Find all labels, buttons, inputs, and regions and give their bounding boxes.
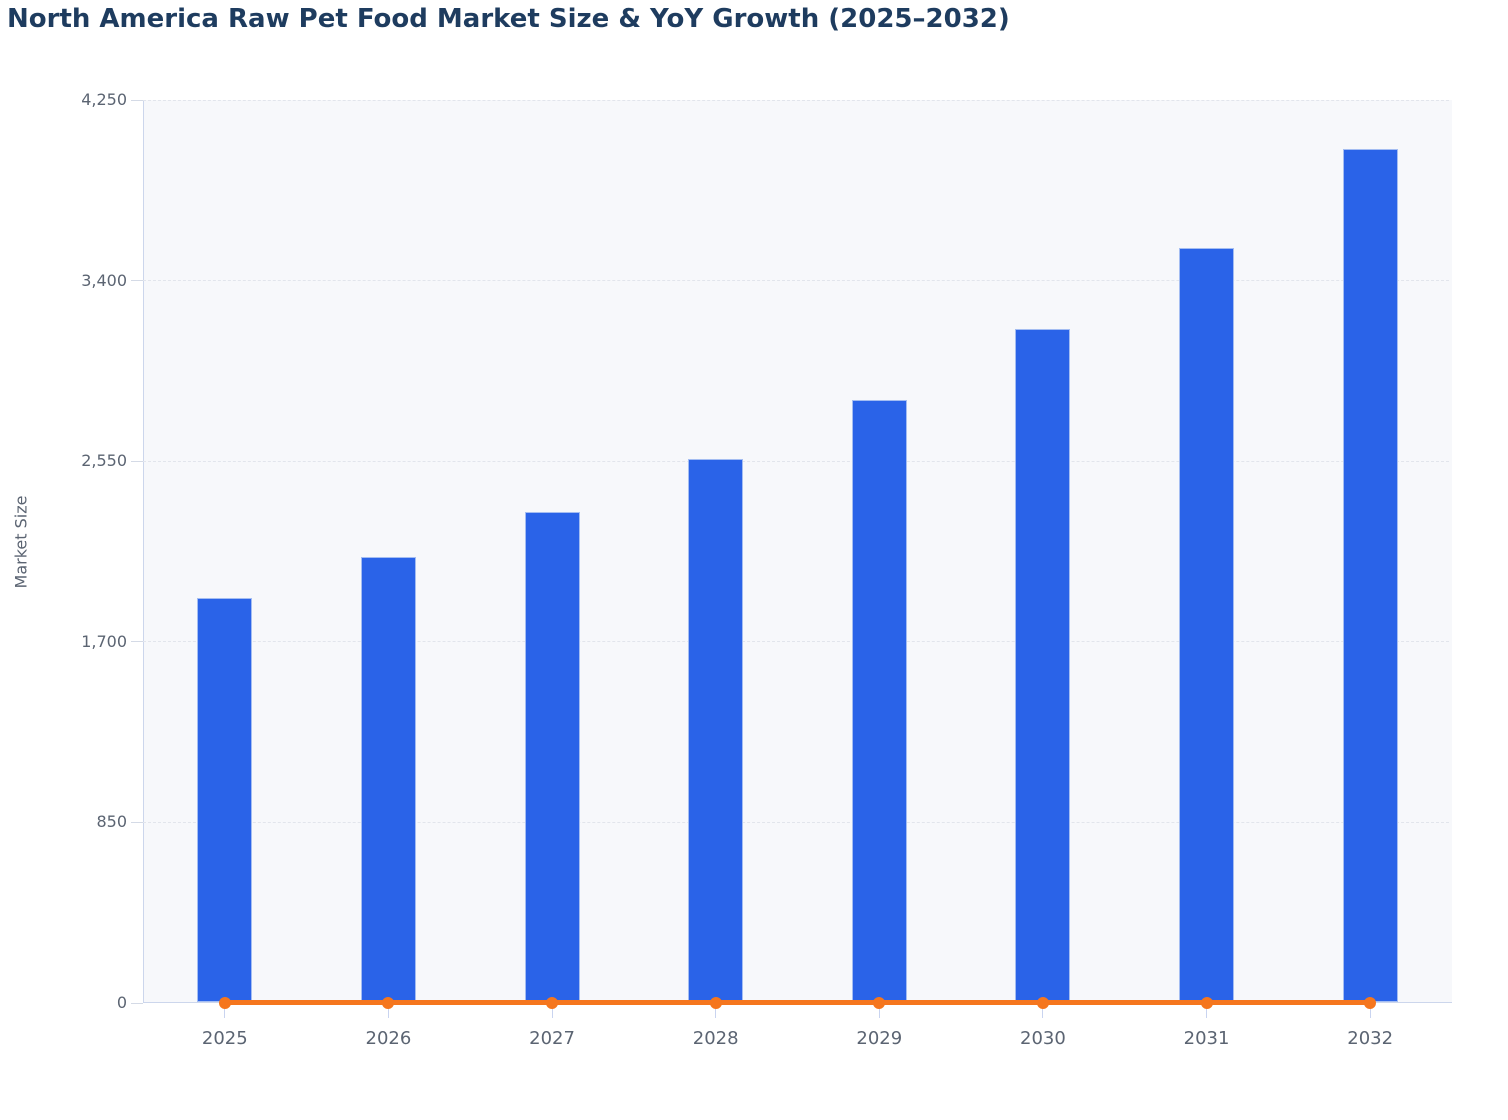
bar-2028[interactable] — [688, 459, 744, 1002]
yoy-marker-2032[interactable] — [1364, 997, 1377, 1009]
gridline — [143, 99, 1449, 101]
x-axis-tick — [387, 1006, 389, 1018]
yoy-marker-2029[interactable] — [873, 997, 886, 1009]
y-axis-tick-label: 3,400 — [81, 270, 127, 290]
bar-2025[interactable] — [197, 598, 253, 1002]
gridline — [143, 280, 1449, 282]
x-axis-label-2028: 2028 — [692, 1028, 739, 1049]
x-axis-label-2027: 2027 — [529, 1028, 575, 1049]
yoy-marker-2026[interactable] — [382, 997, 395, 1009]
y-axis-tick — [131, 1002, 143, 1004]
x-axis-tick — [224, 1006, 226, 1018]
yoy-marker-2025[interactable] — [218, 997, 231, 1009]
yoy-marker-2030[interactable] — [1036, 997, 1049, 1009]
yoy-growth-line — [224, 1000, 1371, 1005]
x-axis-label-2031: 2031 — [1183, 1028, 1230, 1049]
y-axis-tick — [131, 460, 143, 462]
x-axis-tick — [715, 1006, 717, 1018]
x-axis-label-2026: 2026 — [365, 1028, 412, 1049]
plot-area — [143, 100, 1452, 1003]
gridline — [143, 821, 1449, 823]
yoy-marker-2027[interactable] — [546, 997, 559, 1009]
x-axis-tick — [1042, 1006, 1044, 1018]
x-axis-tick — [551, 1006, 553, 1018]
y-axis-tick-label: 4,250 — [81, 90, 127, 109]
y-axis-tick — [131, 99, 143, 101]
x-axis-label-2030: 2030 — [1020, 1028, 1066, 1049]
x-axis-label-2032: 2032 — [1347, 1028, 1394, 1049]
gridline — [143, 460, 1449, 462]
bar-2032[interactable] — [1342, 148, 1398, 1002]
bar-2027[interactable] — [524, 512, 580, 1002]
bar-2030[interactable] — [1015, 329, 1071, 1002]
bar-2031[interactable] — [1179, 247, 1235, 1002]
bar-2029[interactable] — [851, 399, 907, 1002]
x-axis-tick — [878, 1006, 880, 1018]
y-axis-title: Market Size — [11, 495, 31, 589]
y-axis-tick-label: 850 — [96, 812, 127, 832]
chart-title: North America Raw Pet Food Market Size &… — [7, 4, 1010, 34]
y-axis-tick — [131, 641, 143, 643]
y-axis-tick-label: 1,700 — [81, 631, 127, 651]
bar-2026[interactable] — [360, 556, 416, 1002]
y-axis-tick — [131, 280, 143, 282]
y-axis-tick — [131, 821, 143, 823]
y-axis-tick-label: 0 — [116, 993, 127, 1012]
x-axis-tick — [1369, 1006, 1371, 1018]
yoy-marker-2028[interactable] — [709, 997, 722, 1009]
x-axis-label-2025: 2025 — [201, 1028, 248, 1049]
gridline — [143, 641, 1449, 643]
yoy-marker-2031[interactable] — [1200, 997, 1213, 1009]
x-axis-label-2029: 2029 — [856, 1028, 903, 1049]
x-axis-tick — [1206, 1006, 1208, 1018]
y-axis-tick-label: 2,550 — [81, 451, 127, 471]
